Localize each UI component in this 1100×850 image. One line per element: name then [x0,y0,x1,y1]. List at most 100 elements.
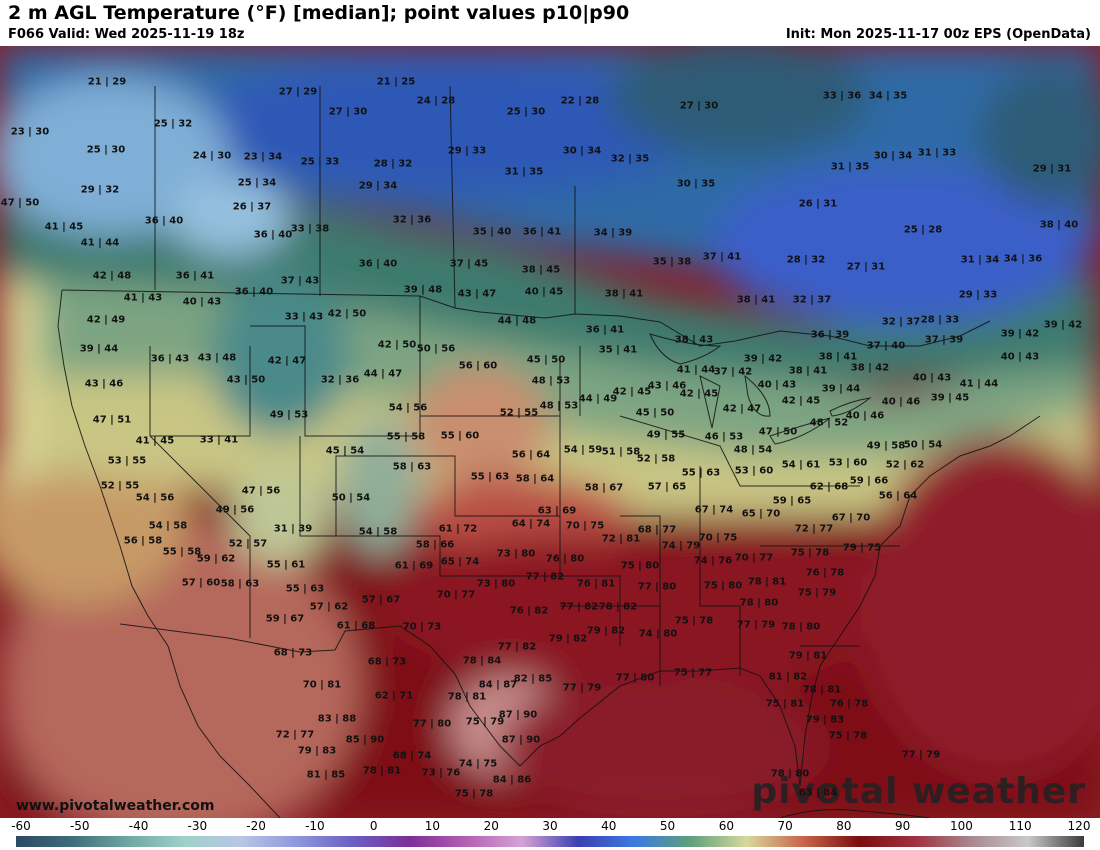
point-value: 33 | 36 [822,90,862,102]
point-value: 37 | 43 [280,275,320,287]
point-value: 41 | 44 [80,237,120,249]
point-value: 76 | 81 [576,578,616,590]
point-value: 26 | 31 [798,198,838,210]
point-value: 47 | 50 [0,197,40,209]
point-value: 42 | 48 [92,270,132,282]
point-value: 38 | 41 [818,351,858,363]
point-value: 75 | 80 [620,560,660,572]
point-value: 52 | 55 [499,407,539,419]
point-value: 33 | 38 [290,223,330,235]
point-value: 42 | 50 [377,339,417,351]
point-value: 54 | 56 [388,402,428,414]
point-value: 36 | 40 [144,215,184,227]
point-value: 78 | 84 [462,655,502,667]
point-value: 54 | 61 [781,459,821,471]
point-value: 62 | 71 [374,690,414,702]
point-value: 38 | 41 [736,294,776,306]
colorbar-tick: 60 [718,819,734,833]
site-watermark[interactable]: www.pivotalweather.com [16,798,215,814]
point-value: 28 | 33 [920,314,960,326]
point-value: 48 | 52 [809,417,849,429]
point-value: 36 | 43 [150,353,190,365]
point-value: 27 | 30 [679,100,719,112]
point-value: 37 | 42 [713,366,753,378]
point-value: 38 | 45 [521,264,561,276]
point-value: 56 | 64 [511,449,551,461]
point-value: 56 | 64 [878,490,918,502]
colorbar-tick: 20 [483,819,499,833]
point-value: 39 | 48 [403,284,443,296]
temperature-field [0,46,1100,818]
point-value: 75 | 78 [454,788,494,800]
point-value: 73 | 76 [421,767,461,779]
point-value: 25 | 30 [506,106,546,118]
point-value: 41 | 44 [676,364,716,376]
colorbar-tick: 70 [777,819,793,833]
map-title: 2 m AGL Temperature (°F) [median]; point… [8,2,630,24]
point-value: 42 | 49 [86,314,126,326]
point-value: 52 | 58 [636,453,676,465]
point-value: 32 | 36 [392,214,432,226]
point-value: 75 | 79 [797,587,837,599]
point-value: 36 | 40 [253,229,293,241]
point-value: 41 | 43 [123,292,163,304]
point-value: 40 | 43 [757,379,797,391]
point-value: 70 | 75 [698,532,738,544]
point-value: 77 | 80 [615,672,655,684]
point-value: 83 | 88 [317,713,357,725]
point-value: 32 | 35 [610,153,650,165]
point-value: 87 | 90 [501,734,541,746]
point-value: 79 | 82 [548,633,588,645]
point-value: 35 | 40 [472,226,512,238]
point-value: 40 | 45 [524,286,564,298]
point-value: 70 | 81 [302,679,342,691]
point-value: 41 | 45 [135,435,175,447]
point-value: 51 | 58 [601,446,641,458]
point-value: 36 | 40 [234,286,274,298]
point-value: 24 | 30 [192,150,232,162]
point-value: 85 | 90 [345,734,385,746]
colorbar-tick: 0 [369,819,378,833]
point-value: 31 | 34 [960,254,1000,266]
point-value: 84 | 87 [478,679,518,691]
point-value: 75 | 80 [703,580,743,592]
point-value: 68 | 73 [367,656,407,668]
point-value: 43 | 50 [226,374,266,386]
point-value: 54 | 59 [563,444,603,456]
point-value: 54 | 58 [358,526,398,538]
point-value: 42 | 45 [679,388,719,400]
point-value: 78 | 80 [739,597,779,609]
temperature-map[interactable]: www.pivotalweather.com pivotal weather 2… [0,46,1100,818]
point-value: 73 | 80 [496,548,536,560]
point-value: 35 | 38 [652,256,692,268]
borders [57,85,1041,818]
point-value: 36 | 41 [522,226,562,238]
point-value: 31 | 33 [917,147,957,159]
point-value: 32 | 37 [792,294,832,306]
point-value: 42 | 50 [327,308,367,320]
point-value: 30 | 34 [873,150,913,162]
point-value: 40 | 43 [1000,351,1040,363]
colorbar-tick: -20 [246,819,266,833]
point-value: 39 | 44 [79,343,119,355]
point-value: 77 | 80 [637,581,677,593]
point-value: 39 | 44 [821,383,861,395]
point-value: 56 | 60 [458,360,498,372]
point-value: 31 | 39 [273,523,313,535]
point-value: 41 | 45 [44,221,84,233]
point-value: 43 | 47 [457,288,497,300]
point-value: 75 | 78 [674,615,714,627]
point-value: 28 | 32 [373,158,413,170]
point-value: 45 | 50 [635,407,675,419]
point-value: 44 | 48 [497,315,537,327]
point-value: 40 | 46 [845,410,885,422]
point-value: 36 | 40 [358,258,398,270]
point-value: 79 | 83 [297,745,337,757]
point-value: 82 | 85 [513,673,553,685]
point-value: 77 | 80 [412,718,452,730]
point-value: 78 | 82 [598,601,638,613]
point-value: 58 | 66 [415,539,455,551]
point-value: 79 | 75 [842,542,882,554]
point-value: 39 | 42 [1043,319,1083,331]
colorbar-tick: 30 [542,819,558,833]
